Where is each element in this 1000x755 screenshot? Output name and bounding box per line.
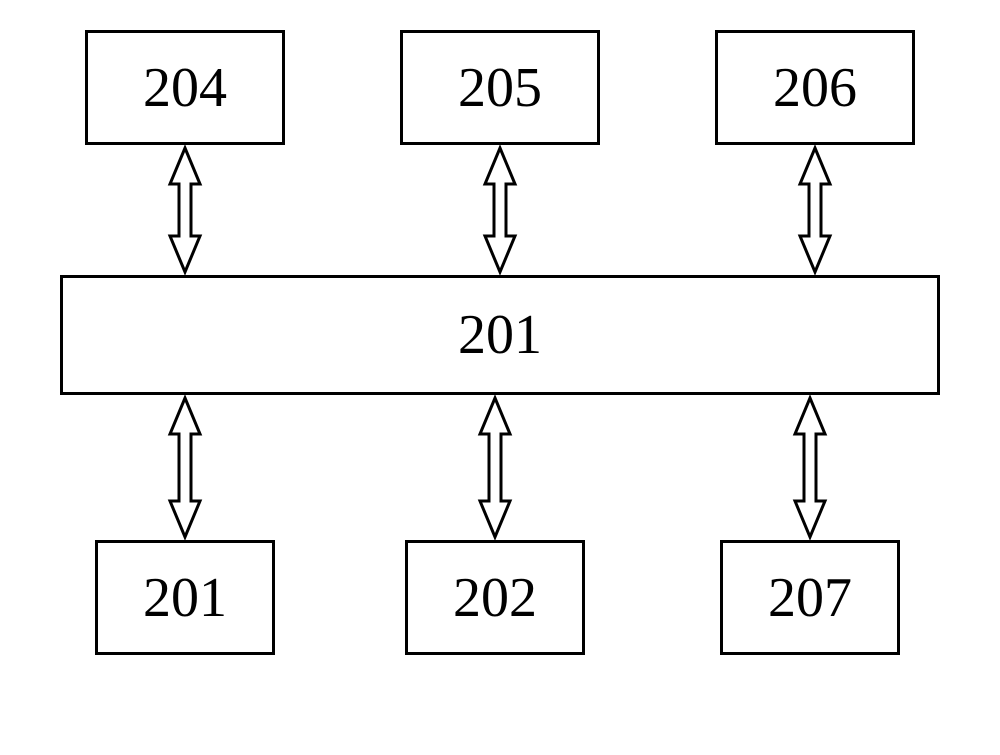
diagram-canvas: 204 205 206 201 201 202 207 bbox=[0, 0, 1000, 755]
arrow-201-207 bbox=[0, 0, 1000, 755]
